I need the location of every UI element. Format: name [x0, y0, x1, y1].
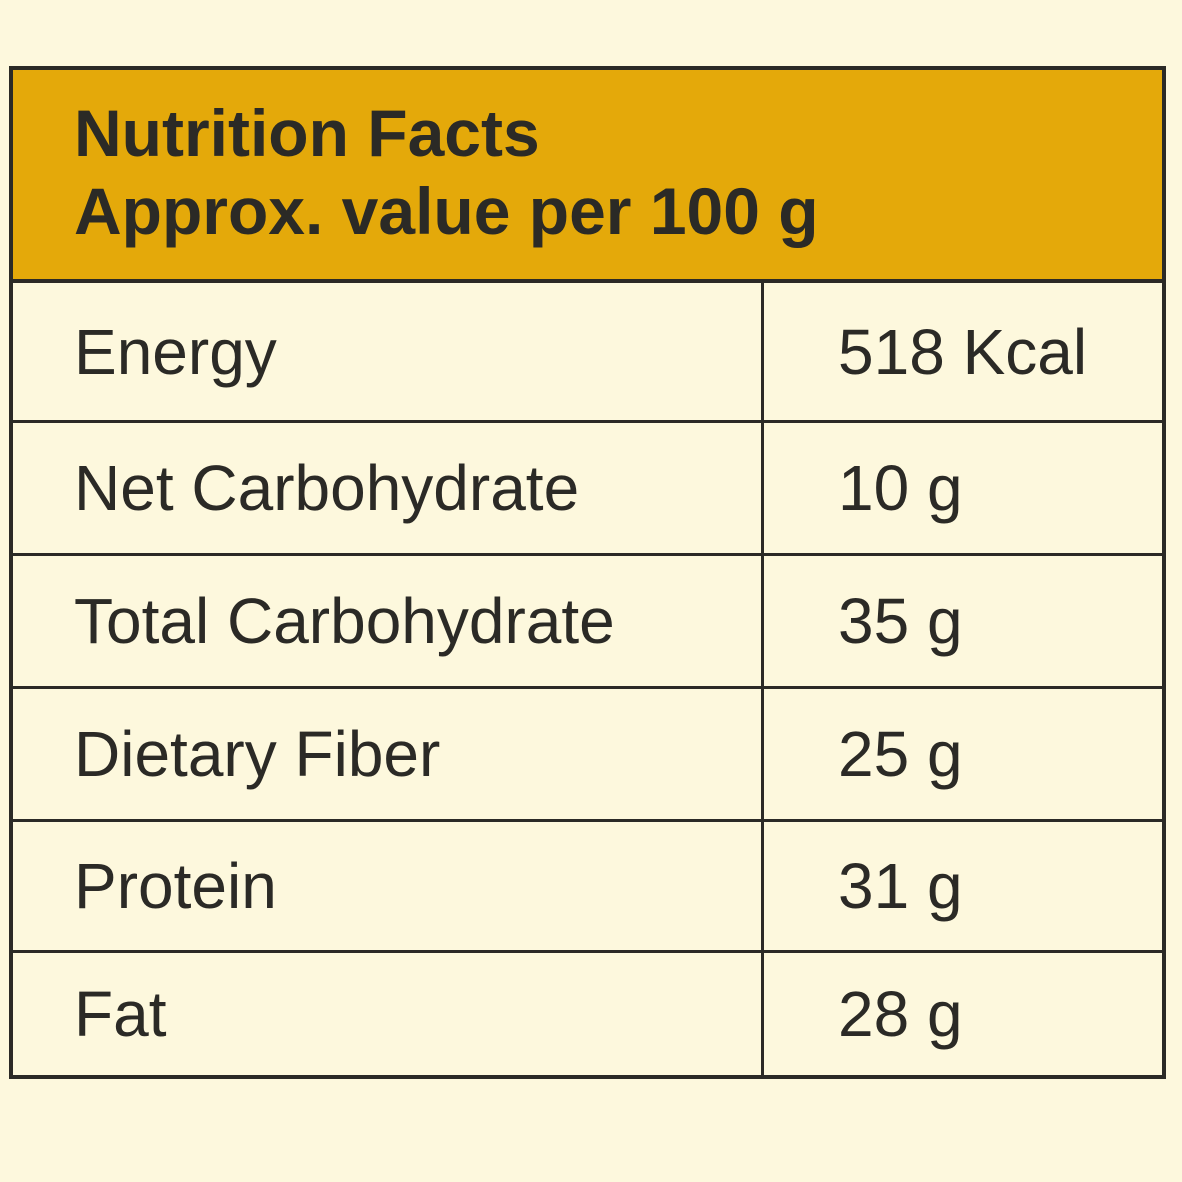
table-row: Dietary Fiber 25 g	[13, 689, 1162, 822]
nutrient-label: Protein	[74, 850, 277, 922]
table-row: Net Carbohydrate 10 g	[13, 423, 1162, 556]
nutrient-value: 25 g	[838, 718, 963, 790]
nutrient-value: 10 g	[838, 452, 963, 524]
nutrient-label: Total Carbohydrate	[74, 585, 615, 657]
table-row: Fat 28 g	[13, 953, 1162, 1075]
nutrient-value: 35 g	[838, 585, 963, 657]
table-subtitle: Approx. value per 100 g	[74, 174, 819, 248]
nutrient-rows: Energy 518 Kcal Net Carbohydrate 10 g To…	[13, 283, 1162, 1075]
table-row: Total Carbohydrate 35 g	[13, 556, 1162, 689]
nutrient-label: Net Carbohydrate	[74, 452, 580, 524]
table-header: Nutrition Facts Approx. value per 100 g	[13, 70, 1162, 283]
nutrient-label: Energy	[74, 315, 277, 388]
nutrient-value: 28 g	[838, 978, 963, 1050]
column-divider	[761, 283, 764, 1075]
nutrient-value: 31 g	[838, 850, 963, 922]
nutrient-label: Fat	[74, 978, 167, 1050]
nutrient-value: 518 Kcal	[838, 315, 1088, 388]
nutrient-label: Dietary Fiber	[74, 718, 441, 790]
table-title: Nutrition Facts	[74, 96, 540, 170]
table-row: Protein 31 g	[13, 822, 1162, 953]
nutrition-facts-table: Nutrition Facts Approx. value per 100 g …	[9, 66, 1166, 1079]
table-row: Energy 518 Kcal	[13, 283, 1162, 423]
